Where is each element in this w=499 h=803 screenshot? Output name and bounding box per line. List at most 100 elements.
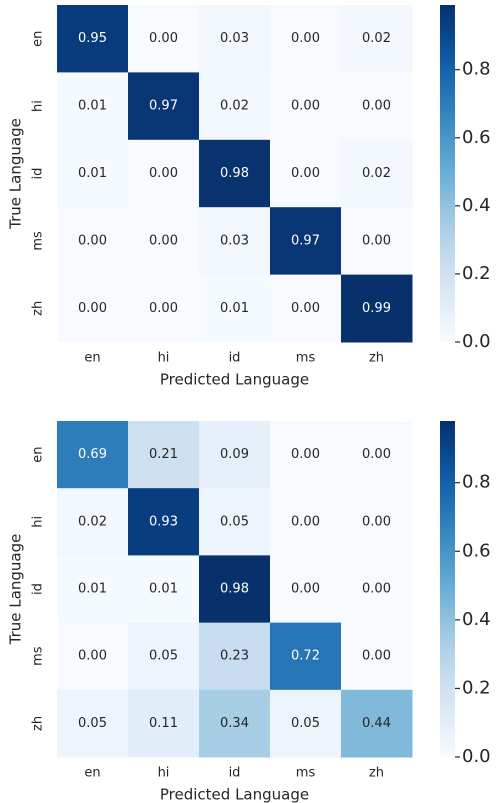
heatmap-cell <box>341 488 413 556</box>
heatmap-cell <box>128 274 200 343</box>
heatmap-cell <box>199 689 271 758</box>
heatmap-cell <box>341 274 413 343</box>
x-tick-label: hi <box>158 766 170 781</box>
colorbar-tick-label: 0.6 <box>462 127 491 148</box>
heatmap-cell <box>270 421 342 489</box>
cell-label: 0.95 <box>78 31 107 46</box>
cell-label: 0.00 <box>149 166 178 181</box>
heatmap-cell <box>341 72 413 141</box>
cell-label: 0.02 <box>78 514 107 529</box>
heatmap-cell <box>199 139 271 208</box>
y-tick-label: zh <box>31 301 46 316</box>
colorbar <box>440 421 455 757</box>
heatmap-cell <box>270 5 342 73</box>
x-tick-label: en <box>84 351 100 366</box>
heatmap-cell <box>341 555 413 624</box>
heatmap-cell <box>199 622 271 691</box>
cell-label: 0.00 <box>362 447 391 462</box>
cell-label: 0.01 <box>78 582 107 597</box>
cell-label: 0.98 <box>220 582 249 597</box>
cell-label: 0.00 <box>149 233 178 248</box>
heatmap-cell <box>128 622 200 691</box>
cell-label: 0.00 <box>291 166 320 181</box>
cell-label: 0.00 <box>362 514 391 529</box>
heatmap-cell <box>199 5 271 73</box>
cell-label: 0.00 <box>149 301 178 316</box>
colorbar-tick-label: 0.4 <box>462 609 491 630</box>
x-tick-label: ms <box>296 351 316 366</box>
colorbar-tick-label: 0.6 <box>462 540 491 561</box>
cell-label: 0.00 <box>291 582 320 597</box>
colorbar-tick-label: 0.0 <box>462 331 491 352</box>
colorbar-tick-label: 0.4 <box>462 195 491 216</box>
heatmap-cell <box>57 555 129 624</box>
cell-label: 0.00 <box>291 447 320 462</box>
cell-label: 0.23 <box>220 649 249 664</box>
y-tick-label: en <box>31 31 46 47</box>
cell-label: 0.00 <box>78 301 107 316</box>
y-tick-label: hi <box>31 100 46 112</box>
heatmap-cell <box>270 555 342 624</box>
heatmap-cell <box>199 207 271 276</box>
heatmap-cell <box>270 72 342 141</box>
heatmap-cell <box>57 488 129 556</box>
cell-label: 0.01 <box>149 582 178 597</box>
y-axis-label: True Language <box>7 118 25 230</box>
colorbar-tick-label: 0.8 <box>462 59 491 80</box>
x-tick-label: zh <box>369 766 384 781</box>
x-tick-label: en <box>84 766 100 781</box>
cell-label: 0.00 <box>291 31 320 46</box>
heatmap-cell <box>199 488 271 556</box>
heatmap-cell <box>199 274 271 343</box>
y-tick-label: en <box>31 446 46 462</box>
heatmap-cell <box>341 207 413 276</box>
heatmap-cell <box>128 421 200 489</box>
cell-label: 0.09 <box>220 447 249 462</box>
cell-label: 0.00 <box>291 514 320 529</box>
colorbar-tick-label: 0.2 <box>462 677 491 698</box>
cell-label: 0.00 <box>291 301 320 316</box>
cell-label: 0.01 <box>78 166 107 181</box>
heatmap-cell <box>128 5 200 73</box>
heatmap-cell <box>341 139 413 208</box>
cell-label: 0.03 <box>220 31 249 46</box>
cell-label: 0.00 <box>78 649 107 664</box>
y-tick-label: id <box>31 168 46 180</box>
cell-label: 0.05 <box>149 649 178 664</box>
heatmap-cell <box>128 207 200 276</box>
heatmap-cell <box>199 421 271 489</box>
y-tick-label: hi <box>31 516 46 528</box>
cell-label: 0.00 <box>362 582 391 597</box>
heatmap-cell <box>199 72 271 141</box>
cell-label: 0.72 <box>291 649 320 664</box>
cell-label: 0.34 <box>220 716 249 731</box>
heatmap-cell <box>128 72 200 141</box>
cell-label: 0.00 <box>362 649 391 664</box>
y-tick-label: id <box>31 583 46 595</box>
colorbar-tick-label: 0.8 <box>462 472 491 493</box>
heatmap-cell <box>270 207 342 276</box>
cell-label: 0.69 <box>78 447 107 462</box>
y-tick-label: zh <box>31 716 46 731</box>
heatmap-cell <box>341 5 413 73</box>
colorbar-tick-label: 0.0 <box>462 746 491 767</box>
cell-label: 0.00 <box>362 99 391 114</box>
cell-label: 0.99 <box>362 301 391 316</box>
heatmap-cell <box>341 689 413 758</box>
heatmap-cell <box>128 488 200 556</box>
cell-label: 0.97 <box>149 99 178 114</box>
heatmap-cell <box>270 488 342 556</box>
colorbar <box>440 5 455 342</box>
cell-label: 0.98 <box>220 166 249 181</box>
heatmap-cell <box>57 5 129 73</box>
cell-label: 0.00 <box>362 233 391 248</box>
cell-label: 0.01 <box>220 301 249 316</box>
heatmap-cell <box>270 139 342 208</box>
heatmap-cell <box>57 274 129 343</box>
x-axis-label: Predicted Language <box>160 786 309 803</box>
heatmap-cell <box>270 689 342 758</box>
heatmap-cell <box>341 622 413 691</box>
cell-label: 0.21 <box>149 447 178 462</box>
y-tick-label: ms <box>31 231 46 251</box>
x-tick-label: zh <box>369 351 384 366</box>
